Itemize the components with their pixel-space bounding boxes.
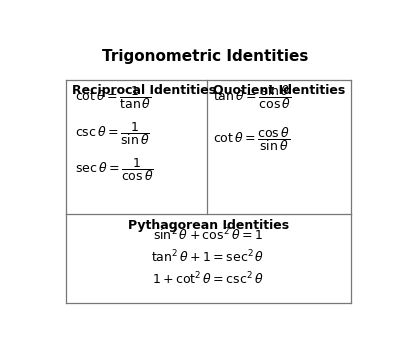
Text: Pythagorean Identities: Pythagorean Identities (128, 218, 289, 231)
Text: $1+\cot^2\theta=\csc^2\theta$: $1+\cot^2\theta=\csc^2\theta$ (152, 271, 264, 288)
Text: $\tan^2\theta+1=\sec^2\theta$: $\tan^2\theta+1=\sec^2\theta$ (152, 249, 265, 265)
Text: $\tan\theta =\dfrac{\sin\theta}{\cos\theta}$: $\tan\theta =\dfrac{\sin\theta}{\cos\the… (213, 83, 291, 111)
Text: $\sin^2\theta+\cos^2\theta=1$: $\sin^2\theta+\cos^2\theta=1$ (153, 226, 263, 243)
Text: $\sec\theta =\dfrac{1}{\cos\theta}$: $\sec\theta =\dfrac{1}{\cos\theta}$ (75, 156, 154, 183)
Text: Trigonometric Identities: Trigonometric Identities (102, 49, 308, 64)
Text: $\cot\theta =\dfrac{1}{\tan\theta}$: $\cot\theta =\dfrac{1}{\tan\theta}$ (75, 84, 152, 111)
Text: $\cot\theta =\dfrac{\cos\theta}{\sin\theta}$: $\cot\theta =\dfrac{\cos\theta}{\sin\the… (213, 125, 290, 153)
Text: Quotient Identities: Quotient Identities (213, 84, 345, 97)
Text: $\csc\theta =\dfrac{1}{\sin\theta}$: $\csc\theta =\dfrac{1}{\sin\theta}$ (75, 120, 150, 147)
Text: Reciprocal Identities: Reciprocal Identities (72, 84, 216, 97)
